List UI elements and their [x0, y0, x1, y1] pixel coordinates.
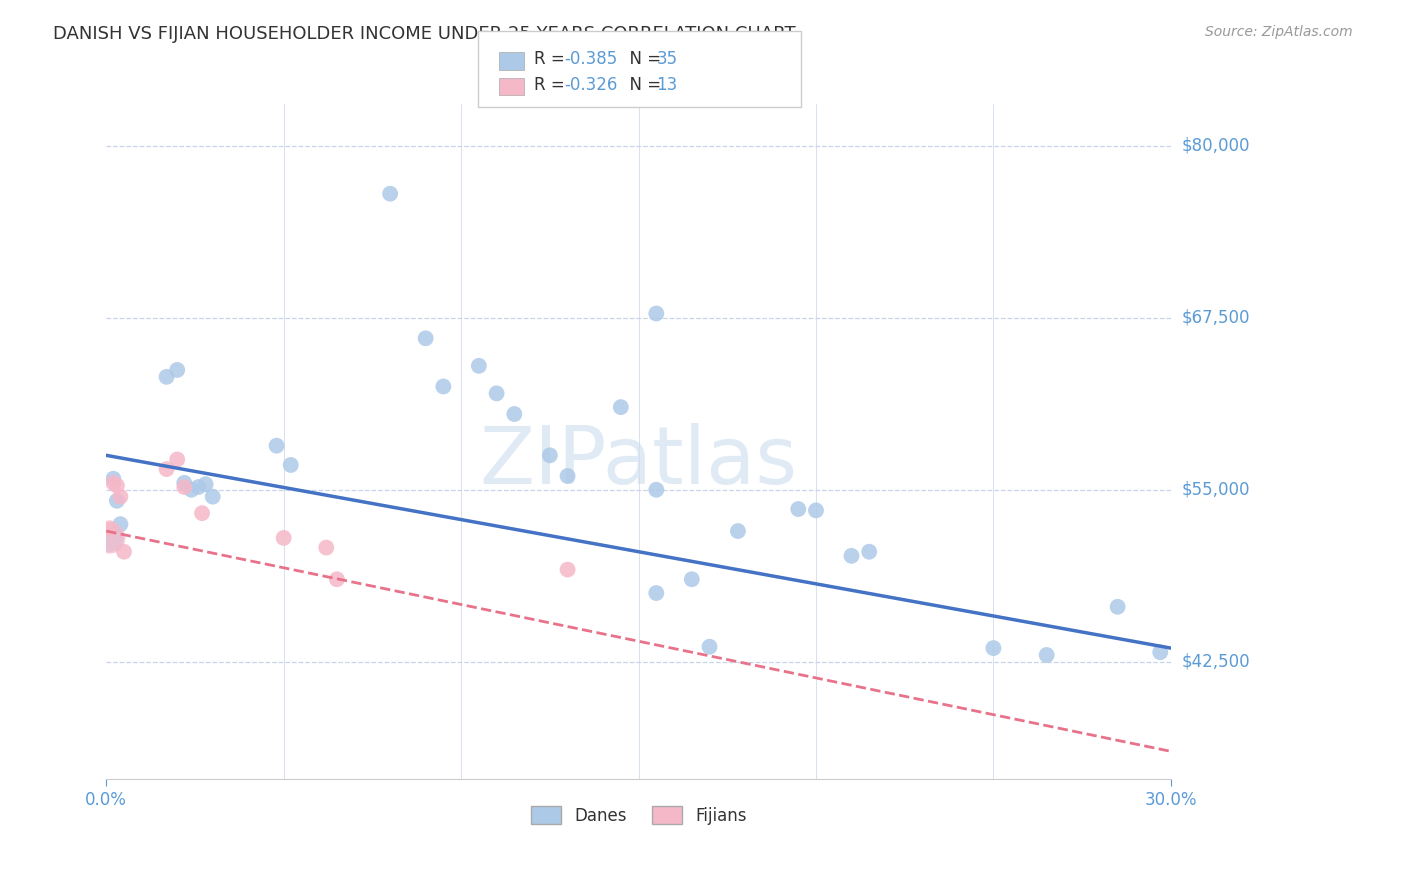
Point	[98, 531, 121, 545]
Point	[166, 363, 188, 377]
Point	[110, 490, 132, 504]
Text: Source: ZipAtlas.com: Source: ZipAtlas.com	[1205, 25, 1353, 39]
Point	[173, 475, 195, 490]
Point	[112, 545, 135, 559]
Point	[1107, 599, 1129, 614]
Text: $67,500: $67,500	[1181, 309, 1250, 326]
Point	[645, 483, 668, 497]
Point	[699, 640, 721, 654]
Point	[155, 462, 177, 476]
Point	[727, 524, 749, 538]
Point	[173, 480, 195, 494]
Point	[191, 506, 214, 520]
Point	[485, 386, 508, 401]
Text: N =: N =	[619, 50, 666, 68]
Point	[98, 531, 121, 545]
Text: -0.385: -0.385	[564, 50, 617, 68]
Point	[681, 572, 703, 586]
Point	[858, 545, 880, 559]
Point	[983, 641, 1005, 656]
Text: 35: 35	[657, 50, 678, 68]
Point	[804, 503, 827, 517]
Point	[280, 458, 302, 472]
Point	[645, 306, 668, 320]
Point	[610, 400, 633, 414]
Point	[103, 475, 125, 490]
Point	[557, 563, 579, 577]
Point	[187, 480, 209, 494]
Point	[105, 478, 128, 492]
Point	[201, 490, 224, 504]
Point	[110, 517, 132, 532]
Point	[155, 369, 177, 384]
Text: DANISH VS FIJIAN HOUSEHOLDER INCOME UNDER 25 YEARS CORRELATION CHART: DANISH VS FIJIAN HOUSEHOLDER INCOME UNDE…	[53, 25, 796, 43]
Point	[557, 469, 579, 483]
Text: R =: R =	[534, 76, 571, 94]
Text: $80,000: $80,000	[1181, 136, 1250, 154]
Text: $42,500: $42,500	[1181, 653, 1250, 671]
Point	[315, 541, 337, 555]
Legend: Danes, Fijians: Danes, Fijians	[524, 800, 754, 831]
Point	[1149, 645, 1171, 659]
Point	[105, 493, 128, 508]
Point	[180, 483, 202, 497]
Text: N =: N =	[619, 76, 666, 94]
Point	[98, 521, 121, 535]
Text: R =: R =	[534, 50, 571, 68]
Point	[468, 359, 491, 373]
Point	[1035, 648, 1057, 662]
Point	[503, 407, 526, 421]
Point	[273, 531, 295, 545]
Point	[166, 452, 188, 467]
Point	[103, 472, 125, 486]
Point	[326, 572, 349, 586]
Point	[432, 379, 454, 393]
Point	[194, 477, 217, 491]
Point	[538, 448, 561, 462]
Point	[841, 549, 863, 563]
Point	[415, 331, 437, 345]
Point	[266, 439, 288, 453]
Text: -0.326: -0.326	[564, 76, 617, 94]
Point	[787, 502, 810, 516]
Text: ZIPatlas: ZIPatlas	[479, 423, 797, 500]
Point	[378, 186, 401, 201]
Text: $55,000: $55,000	[1181, 481, 1250, 499]
Text: 13: 13	[657, 76, 678, 94]
Point	[645, 586, 668, 600]
